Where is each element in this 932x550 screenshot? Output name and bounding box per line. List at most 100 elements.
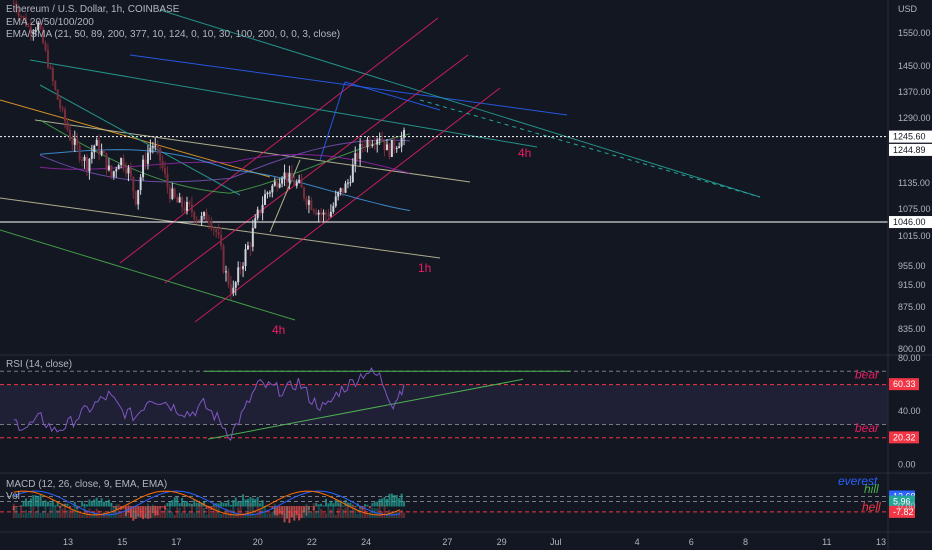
candle[interactable] (200, 215, 203, 222)
candle[interactable] (76, 138, 79, 146)
candle[interactable] (366, 139, 369, 148)
candle[interactable] (73, 138, 76, 145)
candle[interactable] (403, 130, 406, 138)
candle[interactable] (29, 26, 32, 35)
candle[interactable] (254, 218, 257, 228)
trendline[interactable] (269, 159, 301, 233)
candle[interactable] (244, 249, 247, 267)
candle[interactable] (278, 183, 281, 188)
candle[interactable] (249, 245, 252, 247)
candle[interactable] (15, 3, 18, 11)
candle[interactable] (393, 140, 396, 149)
candle[interactable] (310, 200, 313, 210)
candle[interactable] (149, 147, 152, 153)
candle[interactable] (327, 214, 330, 217)
macd-signal-line[interactable] (13, 490, 401, 516)
candle[interactable] (46, 49, 49, 68)
candle[interactable] (112, 171, 115, 177)
candle[interactable] (122, 158, 125, 169)
candle[interactable] (173, 188, 176, 198)
trendline[interactable] (39, 84, 241, 196)
candle[interactable] (368, 139, 371, 146)
candle[interactable] (217, 232, 220, 235)
trendline[interactable] (0, 229, 296, 321)
candle[interactable] (54, 81, 57, 90)
candle[interactable] (285, 172, 288, 183)
candle[interactable] (37, 22, 40, 30)
candle[interactable] (349, 182, 352, 184)
candle[interactable] (342, 188, 345, 193)
candle[interactable] (388, 144, 391, 157)
candle[interactable] (222, 245, 225, 273)
candle[interactable] (373, 144, 376, 146)
trendline[interactable] (0, 197, 441, 259)
price-panel[interactable]: 4h 1h 4h (0, 0, 888, 337)
candle[interactable] (42, 28, 45, 44)
ema-legend[interactable]: EMA 20/50/100/200 (6, 17, 94, 28)
candle[interactable] (224, 271, 227, 273)
candle[interactable] (71, 140, 74, 145)
candle[interactable] (242, 266, 245, 270)
trendline[interactable] (319, 81, 346, 161)
trendline[interactable] (159, 9, 761, 198)
candle[interactable] (239, 267, 242, 270)
ema-curve[interactable] (39, 139, 411, 183)
candle[interactable] (181, 197, 184, 208)
trendline[interactable] (0, 99, 271, 178)
candle[interactable] (110, 165, 113, 177)
candle[interactable] (183, 207, 186, 211)
candle[interactable] (90, 152, 93, 159)
ema-curve[interactable] (39, 153, 411, 174)
candle[interactable] (12, 3, 15, 5)
candle[interactable] (81, 159, 84, 161)
candle[interactable] (398, 146, 401, 149)
candle[interactable] (261, 204, 264, 214)
candle[interactable] (378, 138, 381, 140)
candle[interactable] (188, 201, 191, 205)
candle[interactable] (176, 197, 179, 203)
candle[interactable] (324, 212, 327, 215)
candle[interactable] (329, 211, 332, 217)
candle[interactable] (64, 109, 67, 122)
candle[interactable] (24, 17, 27, 27)
candle[interactable] (156, 145, 159, 148)
candle[interactable] (337, 192, 340, 197)
candle[interactable] (339, 188, 342, 193)
candle[interactable] (354, 153, 357, 165)
candle[interactable] (98, 139, 101, 155)
candle[interactable] (383, 141, 386, 151)
rsi-trendline[interactable] (207, 378, 524, 440)
trendline[interactable] (164, 54, 469, 284)
candle[interactable] (20, 16, 23, 18)
candle[interactable] (159, 147, 162, 161)
candle[interactable] (234, 282, 237, 288)
candle[interactable] (303, 187, 306, 199)
candle[interactable] (266, 192, 269, 195)
candle[interactable] (334, 196, 337, 207)
candle[interactable] (305, 198, 308, 205)
candle[interactable] (212, 228, 215, 230)
candle[interactable] (276, 181, 279, 188)
candle[interactable] (361, 143, 364, 147)
candle[interactable] (195, 219, 198, 221)
candle[interactable] (185, 201, 188, 211)
macd-legend[interactable]: MACD (12, 26, close, 9, EMA, EMA) (6, 479, 168, 490)
candle[interactable] (171, 188, 174, 199)
candle[interactable] (237, 267, 240, 283)
candle[interactable] (381, 138, 384, 142)
candle[interactable] (320, 212, 323, 215)
candle[interactable] (300, 179, 303, 188)
candle[interactable] (273, 181, 276, 186)
candle[interactable] (271, 185, 274, 193)
candle[interactable] (144, 159, 147, 164)
candle[interactable] (32, 32, 35, 35)
candle[interactable] (315, 211, 318, 215)
trendline[interactable] (34, 119, 471, 183)
candle[interactable] (78, 145, 81, 160)
candle[interactable] (51, 68, 54, 82)
candle[interactable] (85, 156, 88, 172)
candle[interactable] (193, 212, 196, 220)
candle[interactable] (39, 22, 42, 29)
candle[interactable] (203, 212, 206, 216)
candle[interactable] (190, 204, 193, 213)
